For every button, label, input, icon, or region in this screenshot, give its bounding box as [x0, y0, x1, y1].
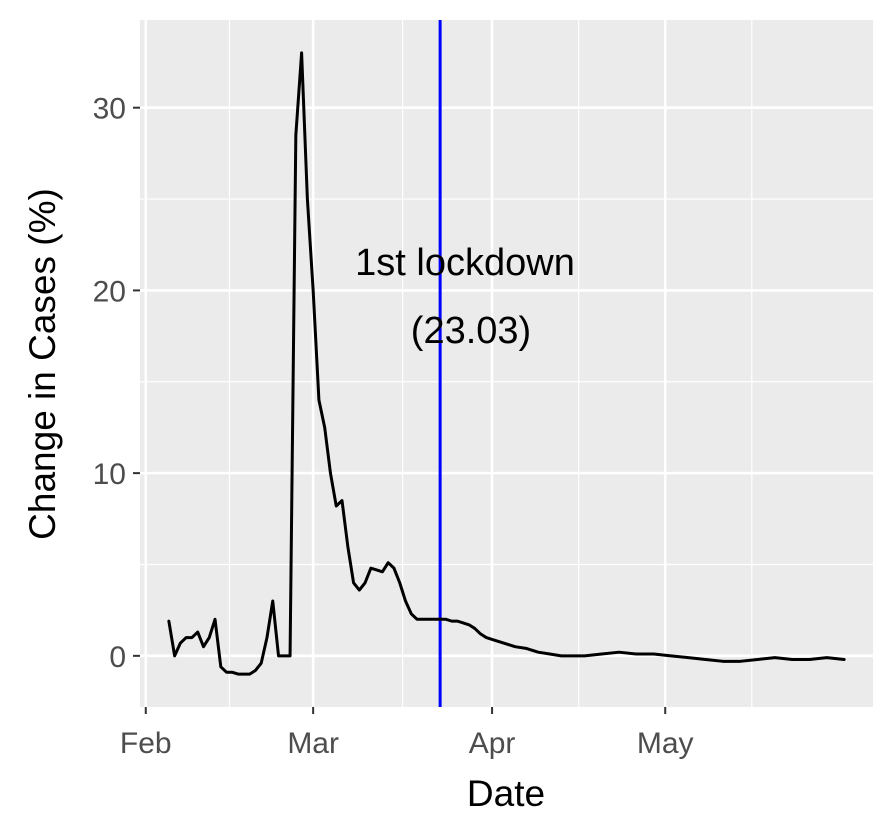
- x-axis-title: Date: [467, 773, 545, 814]
- annotation-line-2: (23.03): [411, 310, 531, 352]
- y-tick-label: 0: [109, 641, 126, 674]
- x-tick-label: Feb: [120, 727, 172, 760]
- lockdown-annotation: 1st lockdown (23.03): [355, 242, 575, 352]
- x-tick-label: May: [637, 727, 694, 760]
- y-tick-label: 20: [93, 275, 126, 308]
- major-gridlines: [140, 20, 873, 707]
- y-axis-title: Change in Cases (%): [22, 188, 63, 540]
- series-layer: [167, 51, 846, 676]
- x-tick-label: Mar: [287, 727, 339, 760]
- plot-panel: [140, 20, 873, 707]
- minor-gridlines: [140, 20, 873, 707]
- y-tick-label: 30: [93, 93, 126, 126]
- axis-ticks: [133, 106, 667, 714]
- x-tick-label: Apr: [469, 727, 516, 760]
- y-tick-label: 10: [93, 458, 126, 491]
- x-tick-labels: Feb Mar Apr May: [120, 727, 694, 760]
- y-tick-labels: 0 10 20 30: [93, 93, 126, 674]
- annotation-line-1: 1st lockdown: [355, 242, 575, 284]
- series-line-0: [167, 51, 846, 676]
